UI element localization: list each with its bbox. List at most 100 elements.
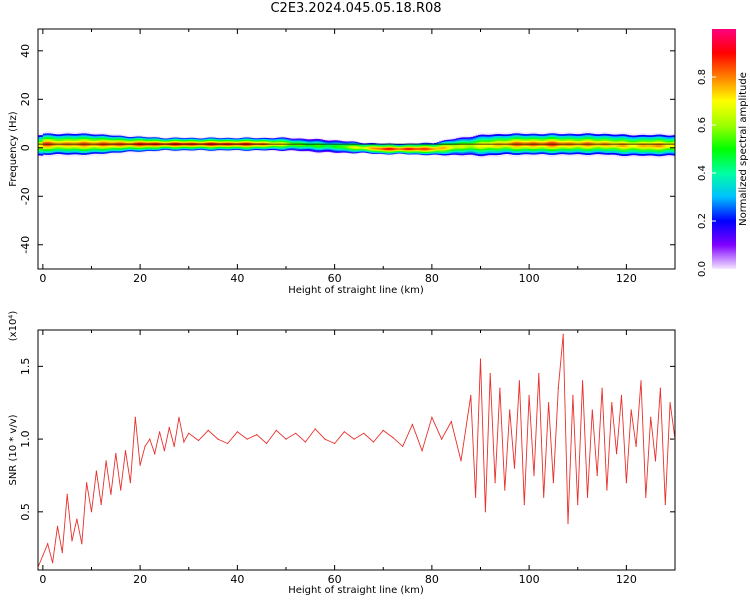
snr-point	[227, 442, 229, 445]
chart-title: C2E3.2024.045.05.18.R08	[270, 1, 442, 16]
snr-point	[105, 460, 107, 462]
x-tick-label: 80	[425, 272, 439, 285]
heatmap-cell	[653, 143, 656, 148]
heatmap-cell	[339, 145, 343, 148]
snr-point	[207, 429, 209, 431]
snr-point	[295, 432, 297, 434]
heatmap-cell	[402, 148, 406, 150]
colorbar: 0.0 0.2 0.4 0.6 0.8 Normalized spectral ampl…	[697, 29, 749, 277]
heatmap-cell	[475, 143, 479, 148]
heatmap-cell	[322, 144, 326, 148]
heatmap-cell	[385, 147, 389, 151]
snr-point	[402, 445, 404, 447]
snr-point	[659, 387, 662, 389]
heatmap-cell	[349, 146, 353, 149]
heatmap-cell	[371, 147, 374, 150]
heatmap-cell	[375, 147, 379, 150]
snr-point	[173, 445, 175, 447]
snr-point	[518, 380, 521, 382]
heatmap-cell	[643, 143, 647, 148]
y-tick-label: 0.5	[19, 503, 32, 521]
heatmap-cell	[429, 147, 433, 151]
heatmap-cell	[461, 144, 464, 149]
snr-point	[504, 489, 506, 491]
heatmap-cell	[400, 148, 404, 150]
snr-point	[47, 543, 49, 545]
snr-point	[236, 431, 238, 433]
heatmap-cell	[650, 143, 654, 148]
snr-frame	[37, 329, 676, 571]
snr-point	[664, 503, 666, 506]
heatmap-cell	[640, 143, 644, 148]
heatmap-cell	[463, 144, 467, 148]
snr-point	[669, 402, 671, 404]
heatmap-cell	[633, 143, 637, 148]
heatmap-cell	[419, 147, 423, 151]
snr-point	[110, 493, 112, 495]
heatmap-cell	[412, 147, 416, 151]
snr-point	[124, 450, 127, 452]
colorbar-label: Normalized spectral amplitude	[738, 72, 749, 226]
heatmap-cell	[453, 145, 457, 149]
snr-point	[304, 441, 306, 443]
snr-point	[139, 464, 141, 466]
heatmap-cell	[346, 146, 350, 149]
snr-point	[188, 432, 190, 434]
heatmap-cell	[395, 148, 399, 150]
heatmap-cell	[444, 146, 447, 150]
heatmap-cell	[665, 143, 669, 148]
snr-point	[100, 503, 102, 506]
heatmap-cell	[373, 147, 377, 150]
snr-point	[625, 482, 628, 484]
heatmap-cell	[626, 143, 630, 148]
snr-point	[548, 402, 550, 404]
snr-point	[645, 496, 647, 498]
heatmap-cell	[660, 143, 664, 148]
x-tick-label: 40	[230, 573, 244, 586]
snr-point	[582, 380, 584, 382]
snr-point	[421, 450, 423, 452]
snr-y-axis: 0.5 1.0 1.5	[19, 358, 675, 521]
y-tick-label: 1.0	[19, 430, 32, 448]
spectrogram-y-label: Frequency (Hz)	[8, 111, 19, 187]
x-tick-label: 80	[425, 573, 439, 586]
x-tick-label: 60	[328, 272, 342, 285]
heatmap-cell	[380, 147, 384, 150]
heatmap-cell	[324, 145, 328, 148]
heatmap-cell	[424, 147, 428, 151]
heatmap-cell	[614, 142, 618, 147]
snr-point	[120, 489, 122, 491]
heatmap-cell	[417, 147, 421, 151]
snr-point	[90, 511, 93, 513]
snr-point	[159, 431, 161, 433]
snr-point	[314, 428, 316, 430]
x-tick-label: 120	[616, 272, 637, 285]
heatmap-cell	[645, 143, 649, 148]
snr-point	[144, 445, 146, 447]
snr-point	[392, 437, 394, 439]
snr-point	[95, 470, 97, 472]
heatmap-cell	[356, 146, 360, 149]
heatmap-cell	[307, 144, 311, 147]
heatmap-cell	[300, 143, 304, 147]
snr-point	[509, 409, 511, 411]
snr-point	[533, 474, 535, 477]
snr-point	[61, 551, 63, 554]
spectrogram-x-label: Height of straight line (km)	[288, 285, 424, 296]
snr-point	[499, 387, 501, 389]
y-tick-label: 20	[19, 92, 32, 106]
snr-point	[494, 482, 496, 484]
heatmap-cell	[434, 147, 438, 150]
heatmap-cell	[495, 142, 498, 147]
snr-point	[81, 543, 83, 545]
snr-point	[484, 511, 486, 513]
heatmap-cell	[38, 143, 41, 148]
snr-point	[363, 432, 365, 434]
x-tick-label: 100	[519, 272, 540, 285]
colorbar-tick-label: 0.2	[697, 213, 708, 229]
snr-point	[635, 445, 637, 447]
heatmap-cell	[383, 148, 387, 150]
heatmap-cell	[623, 143, 627, 148]
heatmap-cell	[465, 144, 469, 148]
snr-point	[591, 409, 593, 411]
